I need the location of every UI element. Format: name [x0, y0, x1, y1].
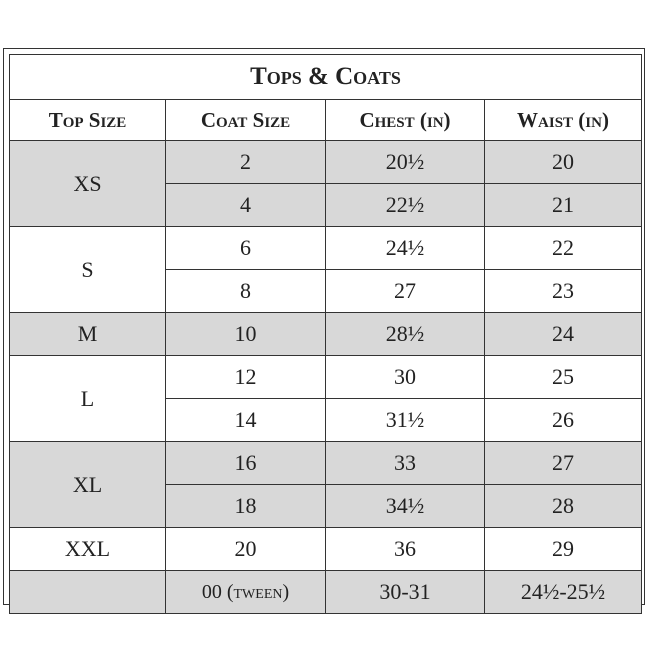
header-row: Top Size Coat Size Chest (in) Waist (in): [9, 99, 642, 141]
table-body: Tops & Coats Top Size Coat Size Chest (in)…: [9, 54, 642, 614]
table-cell: 4: [165, 183, 326, 227]
table-cell: 27: [325, 269, 485, 313]
table-cell: 6: [165, 226, 326, 270]
table-row: XXL 20 36 29: [9, 527, 642, 571]
table-cell: 27: [484, 441, 642, 485]
table-cell: 10: [165, 312, 326, 356]
column-header: Coat Size: [165, 99, 326, 141]
table-cell: 00 (tween): [165, 570, 326, 614]
table-cell: 28½: [325, 312, 485, 356]
table-row: S 6 24½ 22: [9, 226, 642, 313]
top-size-cell: S: [9, 226, 166, 313]
top-size-cell: M: [9, 312, 166, 356]
table-cell: 2: [165, 140, 326, 184]
table-cell: 24½-25½: [484, 570, 642, 614]
table-cell: 18: [165, 484, 326, 528]
table-cell: 26: [484, 398, 642, 442]
table-cell: 23: [484, 269, 642, 313]
table-cell: 22: [484, 226, 642, 270]
table-row: 14 31½ 26: [10, 398, 642, 442]
table-cell: 22½: [325, 183, 485, 227]
table-cell: 25: [484, 355, 642, 399]
table-cell: 28: [484, 484, 642, 528]
table-cell: 34½: [325, 484, 485, 528]
table-cell: 31½: [325, 398, 485, 442]
top-size-cell: XXL: [9, 527, 166, 571]
column-header: Chest (in): [325, 99, 485, 141]
top-size-cell: XS: [9, 140, 166, 227]
table-cell: 30-31: [325, 570, 485, 614]
table-row: 8 27 23: [10, 269, 642, 313]
table-cell: 12: [165, 355, 326, 399]
table-row: 18 34½ 28: [10, 484, 642, 528]
table-cell: 24: [484, 312, 642, 356]
table-row: XS 2 20½ 20: [9, 140, 642, 227]
column-header: Top Size: [9, 99, 166, 141]
table-cell: 24½: [325, 226, 485, 270]
table-cell: 33: [325, 441, 485, 485]
top-size-cell: [9, 570, 166, 614]
title-row: Tops & Coats: [9, 54, 642, 100]
table-title: Tops & Coats: [9, 54, 642, 100]
table-row: M 10 28½ 24: [9, 312, 642, 356]
table-cell: 36: [325, 527, 485, 571]
table-cell: 16: [165, 441, 326, 485]
table-row: L 12 30 25: [9, 355, 642, 442]
table-cell: 14: [165, 398, 326, 442]
top-size-cell: L: [9, 355, 166, 442]
column-header: Waist (in): [484, 99, 642, 141]
table-cell: 21: [484, 183, 642, 227]
size-table: Tops & Coats Top Size Coat Size Chest (in)…: [9, 54, 642, 614]
table-cell: 29: [484, 527, 642, 571]
table-row: 00 (tween) 30-31 24½-25½: [9, 570, 642, 614]
top-size-cell: XL: [9, 441, 166, 528]
table-cell: 20½: [325, 140, 485, 184]
table-cell: 20: [165, 527, 326, 571]
table-cell: 20: [484, 140, 642, 184]
table-cell: 8: [165, 269, 326, 313]
table-row: XL 16 33 27: [9, 441, 642, 528]
table-cell: 30: [325, 355, 485, 399]
